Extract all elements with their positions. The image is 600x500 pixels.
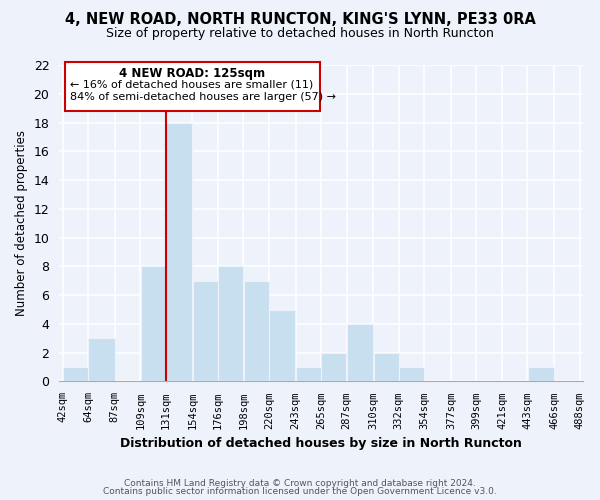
Bar — [166, 122, 192, 382]
Bar — [296, 367, 321, 382]
Text: 84% of semi-detached houses are larger (57) →: 84% of semi-detached houses are larger (… — [70, 92, 335, 102]
FancyBboxPatch shape — [65, 62, 320, 111]
Bar — [140, 266, 166, 382]
Bar — [63, 367, 88, 382]
Bar — [374, 352, 398, 382]
Bar — [399, 367, 424, 382]
Bar — [88, 338, 115, 382]
Bar — [347, 324, 373, 382]
Text: Contains HM Land Registry data © Crown copyright and database right 2024.: Contains HM Land Registry data © Crown c… — [124, 478, 476, 488]
Text: Contains public sector information licensed under the Open Government Licence v3: Contains public sector information licen… — [103, 487, 497, 496]
Bar — [218, 266, 243, 382]
Bar — [322, 352, 346, 382]
Text: ← 16% of detached houses are smaller (11): ← 16% of detached houses are smaller (11… — [70, 80, 313, 90]
Bar — [193, 281, 218, 382]
X-axis label: Distribution of detached houses by size in North Runcton: Distribution of detached houses by size … — [120, 437, 522, 450]
Text: Size of property relative to detached houses in North Runcton: Size of property relative to detached ho… — [106, 28, 494, 40]
Text: 4 NEW ROAD: 125sqm: 4 NEW ROAD: 125sqm — [119, 67, 266, 80]
Bar — [244, 281, 269, 382]
Bar — [528, 367, 554, 382]
Bar — [269, 310, 295, 382]
Text: 4, NEW ROAD, NORTH RUNCTON, KING'S LYNN, PE33 0RA: 4, NEW ROAD, NORTH RUNCTON, KING'S LYNN,… — [65, 12, 535, 28]
Y-axis label: Number of detached properties: Number of detached properties — [15, 130, 28, 316]
